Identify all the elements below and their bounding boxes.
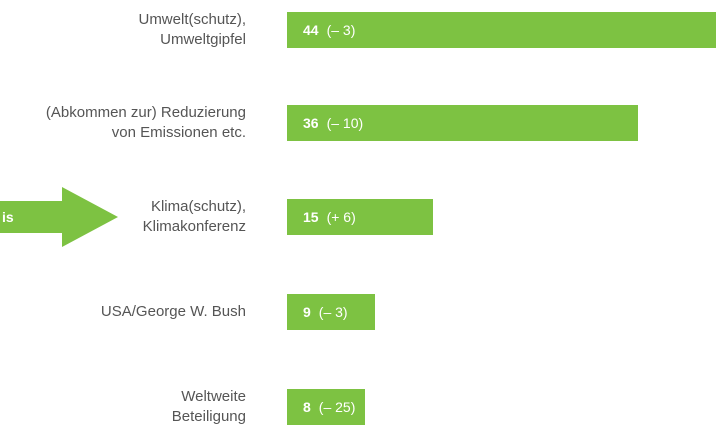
- data-label: 44 (– 3): [303, 22, 355, 38]
- value-label: 44: [303, 22, 319, 38]
- annotation: is: [2, 209, 14, 225]
- change-label: (– 25): [318, 399, 356, 415]
- change-label: (– 10): [326, 115, 364, 131]
- data-label: 15 (+ 6): [303, 209, 356, 225]
- category-label: (Abkommen zur) Reduzierung von Emissione…: [45, 104, 246, 141]
- data-label: 36 (– 10): [303, 115, 363, 131]
- value-label: 9: [303, 304, 311, 320]
- value-label: 36: [303, 115, 319, 131]
- bar: [287, 294, 375, 330]
- category-label: USA/George W. Bush: [100, 303, 246, 320]
- bar: [287, 12, 716, 48]
- bar: [287, 199, 434, 235]
- change-label: (– 3): [318, 304, 348, 320]
- arrow: [0, 187, 118, 247]
- change-label: (+ 6): [326, 209, 356, 225]
- bar: [287, 105, 638, 141]
- data-label: 8 (– 25): [303, 399, 355, 415]
- bar: [287, 389, 365, 425]
- data-label: 9 (– 3): [303, 304, 348, 320]
- category-label: Umwelt(schutz), Umweltgipfel: [138, 11, 246, 48]
- category-label: Weltweite Beteiligung: [171, 388, 246, 425]
- value-label: 8: [303, 399, 311, 415]
- value-label: 15: [303, 209, 319, 225]
- arrow-shape: [0, 187, 118, 247]
- change-label: (– 3): [326, 22, 356, 38]
- category-label: Klima(schutz), Klimakonferenz: [142, 198, 246, 235]
